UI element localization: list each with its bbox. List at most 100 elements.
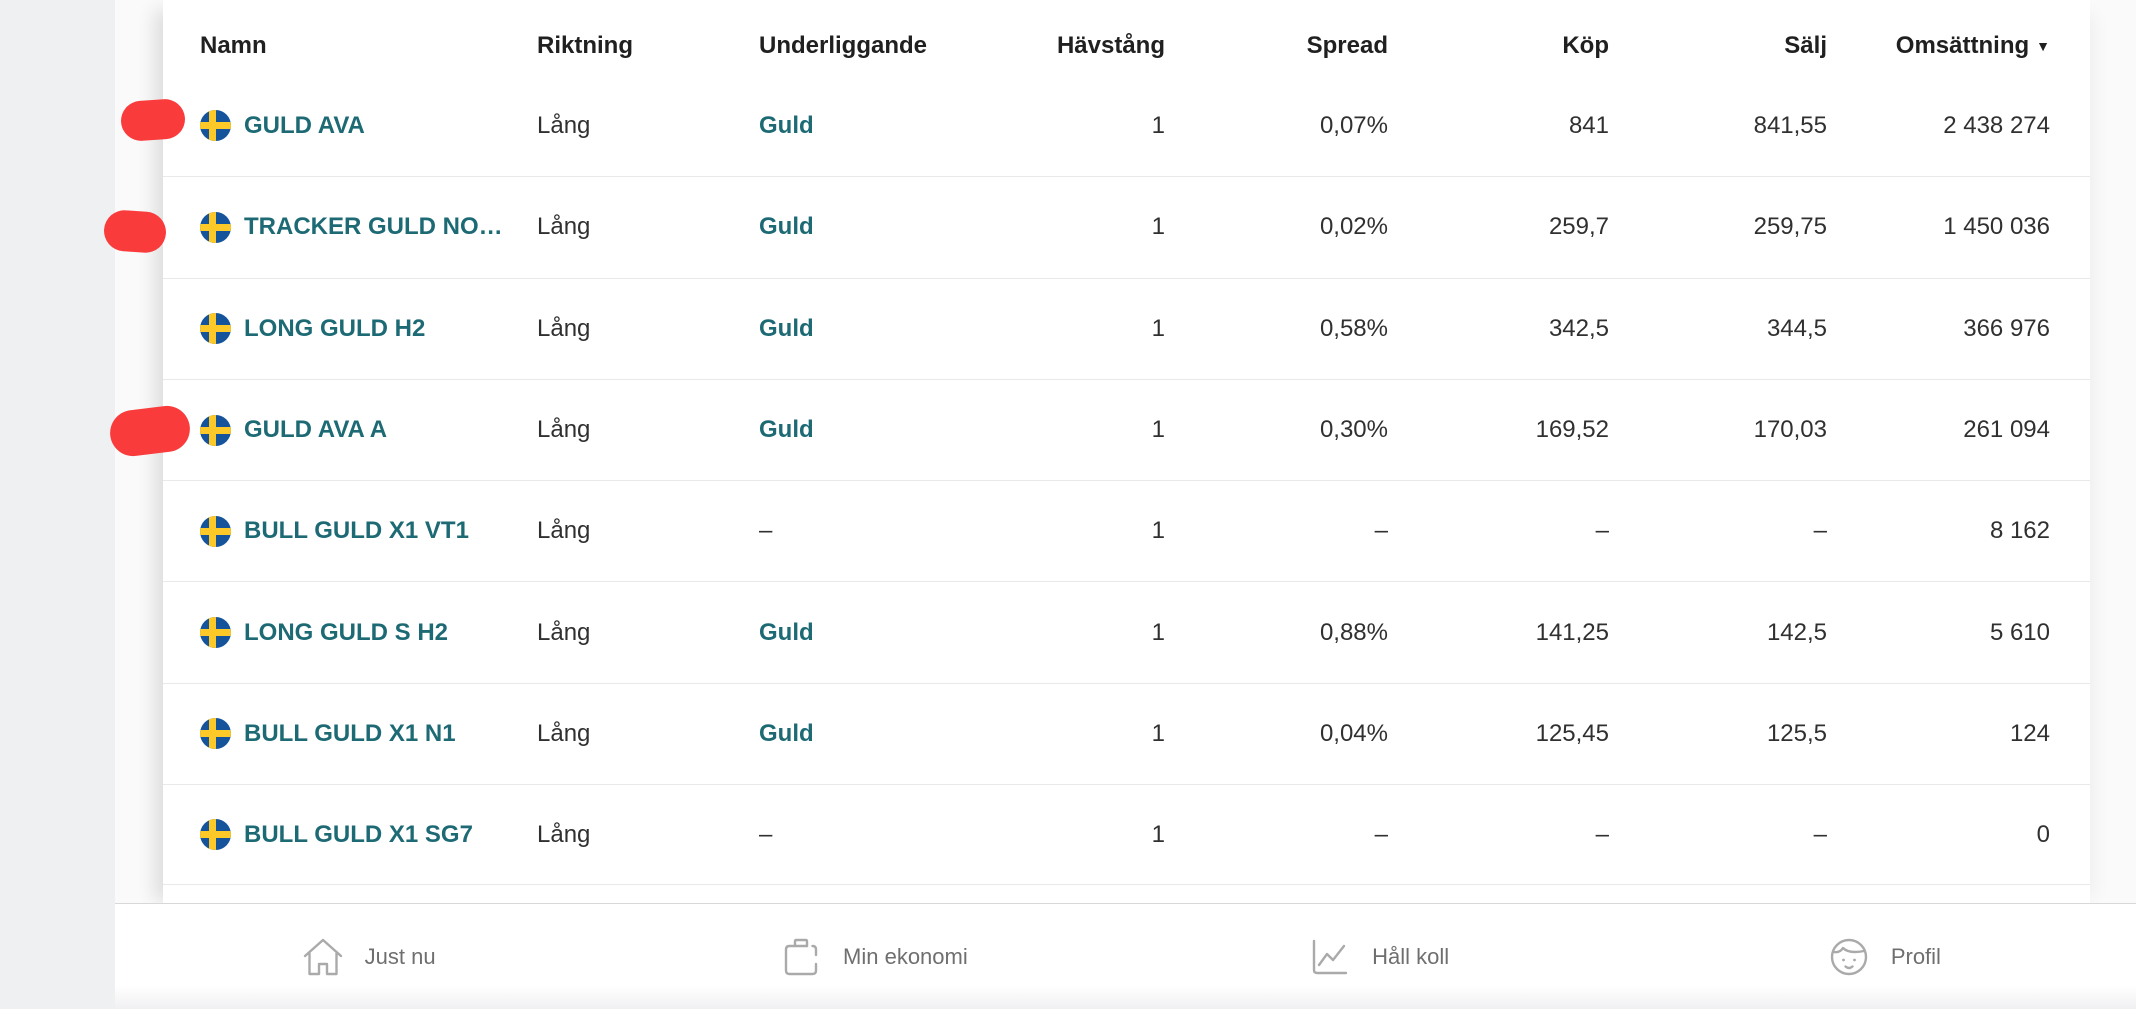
leverage-cell: 1 — [1151, 213, 1165, 241]
direction-cell: Lång — [537, 314, 591, 342]
column-header-namn[interactable]: Namn — [200, 31, 267, 59]
turnover-cell: 261 094 — [1963, 416, 2050, 444]
instrument-table-card: Namn Riktning Underliggande Hävstång Spr… — [163, 0, 2090, 903]
turnover-cell: 124 — [2009, 719, 2050, 747]
sweden-flag-icon — [200, 414, 231, 446]
instrument-name-link[interactable]: BULL GULD X1 N1 — [244, 719, 456, 747]
underlying-empty-cell: – — [759, 820, 773, 848]
column-header-salj[interactable]: Sälj — [1784, 31, 1827, 59]
spread-cell: 0,30% — [1319, 416, 1388, 444]
spread-cell: 0,58% — [1319, 314, 1388, 342]
sell-price-cell: 841,55 — [1753, 111, 1827, 139]
buy-price-cell: – — [1595, 517, 1609, 545]
instrument-name-cell: GULD AVA A — [200, 414, 537, 446]
buy-price-cell: 141,25 — [1535, 618, 1609, 646]
table-body: GULD AVA Lång Guld 1 0,07% 841 841,55 2 … — [163, 75, 2090, 886]
chart-icon — [1312, 939, 1348, 974]
sweden-flag-icon — [200, 819, 231, 851]
sweden-flag-icon — [200, 110, 231, 142]
instrument-name-cell: LONG GULD S H2 — [200, 617, 537, 649]
nav-label: Just nu — [364, 943, 436, 969]
profile-icon — [1830, 938, 1868, 975]
briefcase-icon — [784, 938, 818, 975]
table-row[interactable]: LONG GULD S H2 Lång Guld 1 0,88% 141,25 … — [163, 581, 2090, 682]
turnover-cell: 5 610 — [1989, 618, 2050, 646]
instrument-name-cell: LONG GULD H2 — [200, 313, 537, 345]
underlying-empty-cell: – — [759, 517, 773, 545]
sweden-flag-icon — [200, 718, 231, 750]
buy-price-cell: – — [1595, 820, 1609, 848]
column-header-underliggande[interactable]: Underliggande — [759, 31, 928, 59]
table-row[interactable]: GULD AVA A Lång Guld 1 0,30% 169,52 170,… — [163, 378, 2090, 480]
column-header-omsattning[interactable]: Omsättning ▼ — [1827, 32, 2050, 60]
spread-cell: 0,02% — [1319, 213, 1388, 241]
nav-item-just-nu[interactable]: Just nu — [115, 934, 620, 980]
nav-label: Håll koll — [1372, 943, 1450, 969]
spread-cell: 0,07% — [1319, 111, 1388, 139]
underlying-link[interactable]: Guld — [759, 618, 814, 646]
buy-price-cell: 259,7 — [1548, 213, 1609, 241]
leverage-cell: 1 — [1151, 111, 1165, 139]
table-row[interactable]: BULL GULD X1 VT1 Lång – 1 – – – 8 162 — [163, 480, 2090, 581]
instrument-name-link[interactable]: TRACKER GULD NO… — [244, 213, 503, 241]
nav-item-hall-koll[interactable]: Håll koll — [1126, 934, 1631, 980]
sell-price-cell: – — [1813, 517, 1827, 545]
instrument-name-link[interactable]: GULD AVA — [244, 111, 365, 139]
spread-cell: 0,88% — [1319, 618, 1388, 646]
instrument-name-cell: BULL GULD X1 N1 — [200, 718, 537, 750]
table-row[interactable]: TRACKER GULD NO… Lång Guld 1 0,02% 259,7… — [163, 176, 2090, 277]
instrument-name-link[interactable]: GULD AVA A — [244, 416, 388, 444]
turnover-cell: 1 450 036 — [1943, 213, 2050, 241]
underlying-link[interactable]: Guld — [759, 416, 814, 444]
direction-cell: Lång — [537, 517, 591, 545]
table-row[interactable]: GULD AVA Lång Guld 1 0,07% 841 841,55 2 … — [163, 75, 2090, 176]
leverage-cell: 1 — [1151, 416, 1165, 444]
buy-price-cell: 125,45 — [1535, 719, 1609, 747]
buy-price-cell: 841 — [1568, 111, 1609, 139]
column-header-omsattning-label: Omsättning — [1895, 31, 2030, 59]
sell-price-cell: 142,5 — [1766, 618, 1827, 646]
spread-cell: – — [1374, 517, 1388, 545]
nav-item-profil[interactable]: Profil — [1631, 934, 2136, 980]
table-row[interactable]: BULL GULD X1 SG7 Lång – 1 – – – 0 — [163, 784, 2090, 886]
table-header-row: Namn Riktning Underliggande Hävstång Spr… — [163, 0, 2090, 75]
underlying-link[interactable]: Guld — [759, 719, 814, 747]
underlying-link[interactable]: Guld — [759, 111, 814, 139]
instrument-name-link[interactable]: BULL GULD X1 SG7 — [244, 820, 473, 848]
column-header-riktning[interactable]: Riktning — [537, 31, 633, 59]
leverage-cell: 1 — [1151, 618, 1165, 646]
spread-cell: 0,04% — [1319, 719, 1388, 747]
underlying-link[interactable]: Guld — [759, 314, 814, 342]
instrument-name-cell: BULL GULD X1 SG7 — [200, 819, 537, 851]
direction-cell: Lång — [537, 416, 591, 444]
instrument-name-link[interactable]: LONG GULD S H2 — [244, 618, 449, 646]
spread-cell: – — [1374, 820, 1388, 848]
sell-price-cell: 259,75 — [1753, 213, 1827, 241]
nav-item-min-ekonomi[interactable]: Min ekonomi — [620, 934, 1125, 980]
table-row[interactable]: LONG GULD H2 Lång Guld 1 0,58% 342,5 344… — [163, 277, 2090, 379]
sell-price-cell: 170,03 — [1753, 416, 1827, 444]
direction-cell: Lång — [537, 111, 591, 139]
turnover-cell: 0 — [2036, 820, 2050, 848]
instrument-name-cell: TRACKER GULD NO… — [200, 211, 537, 243]
underlying-link[interactable]: Guld — [759, 213, 814, 241]
sweden-flag-icon — [200, 617, 231, 649]
column-header-havstang[interactable]: Hävstång — [1056, 31, 1165, 59]
sell-price-cell: 125,5 — [1766, 719, 1827, 747]
table-row[interactable]: BULL GULD X1 N1 Lång Guld 1 0,04% 125,45… — [163, 682, 2090, 784]
sort-desc-icon: ▼ — [2036, 37, 2050, 54]
leverage-cell: 1 — [1151, 719, 1165, 747]
home-icon — [303, 938, 342, 975]
instrument-name-link[interactable]: LONG GULD H2 — [244, 314, 426, 342]
sweden-flag-icon — [200, 515, 231, 547]
instrument-name-cell: GULD AVA — [200, 110, 537, 142]
column-header-kop[interactable]: Köp — [1562, 31, 1609, 59]
column-header-spread[interactable]: Spread — [1306, 31, 1388, 59]
instrument-name-cell: BULL GULD X1 VT1 — [200, 515, 537, 547]
leverage-cell: 1 — [1151, 517, 1165, 545]
instrument-name-link[interactable]: BULL GULD X1 VT1 — [244, 517, 469, 545]
leverage-cell: 1 — [1151, 314, 1165, 342]
nav-label: Profil — [1890, 943, 1941, 969]
sell-price-cell: 344,5 — [1766, 314, 1827, 342]
